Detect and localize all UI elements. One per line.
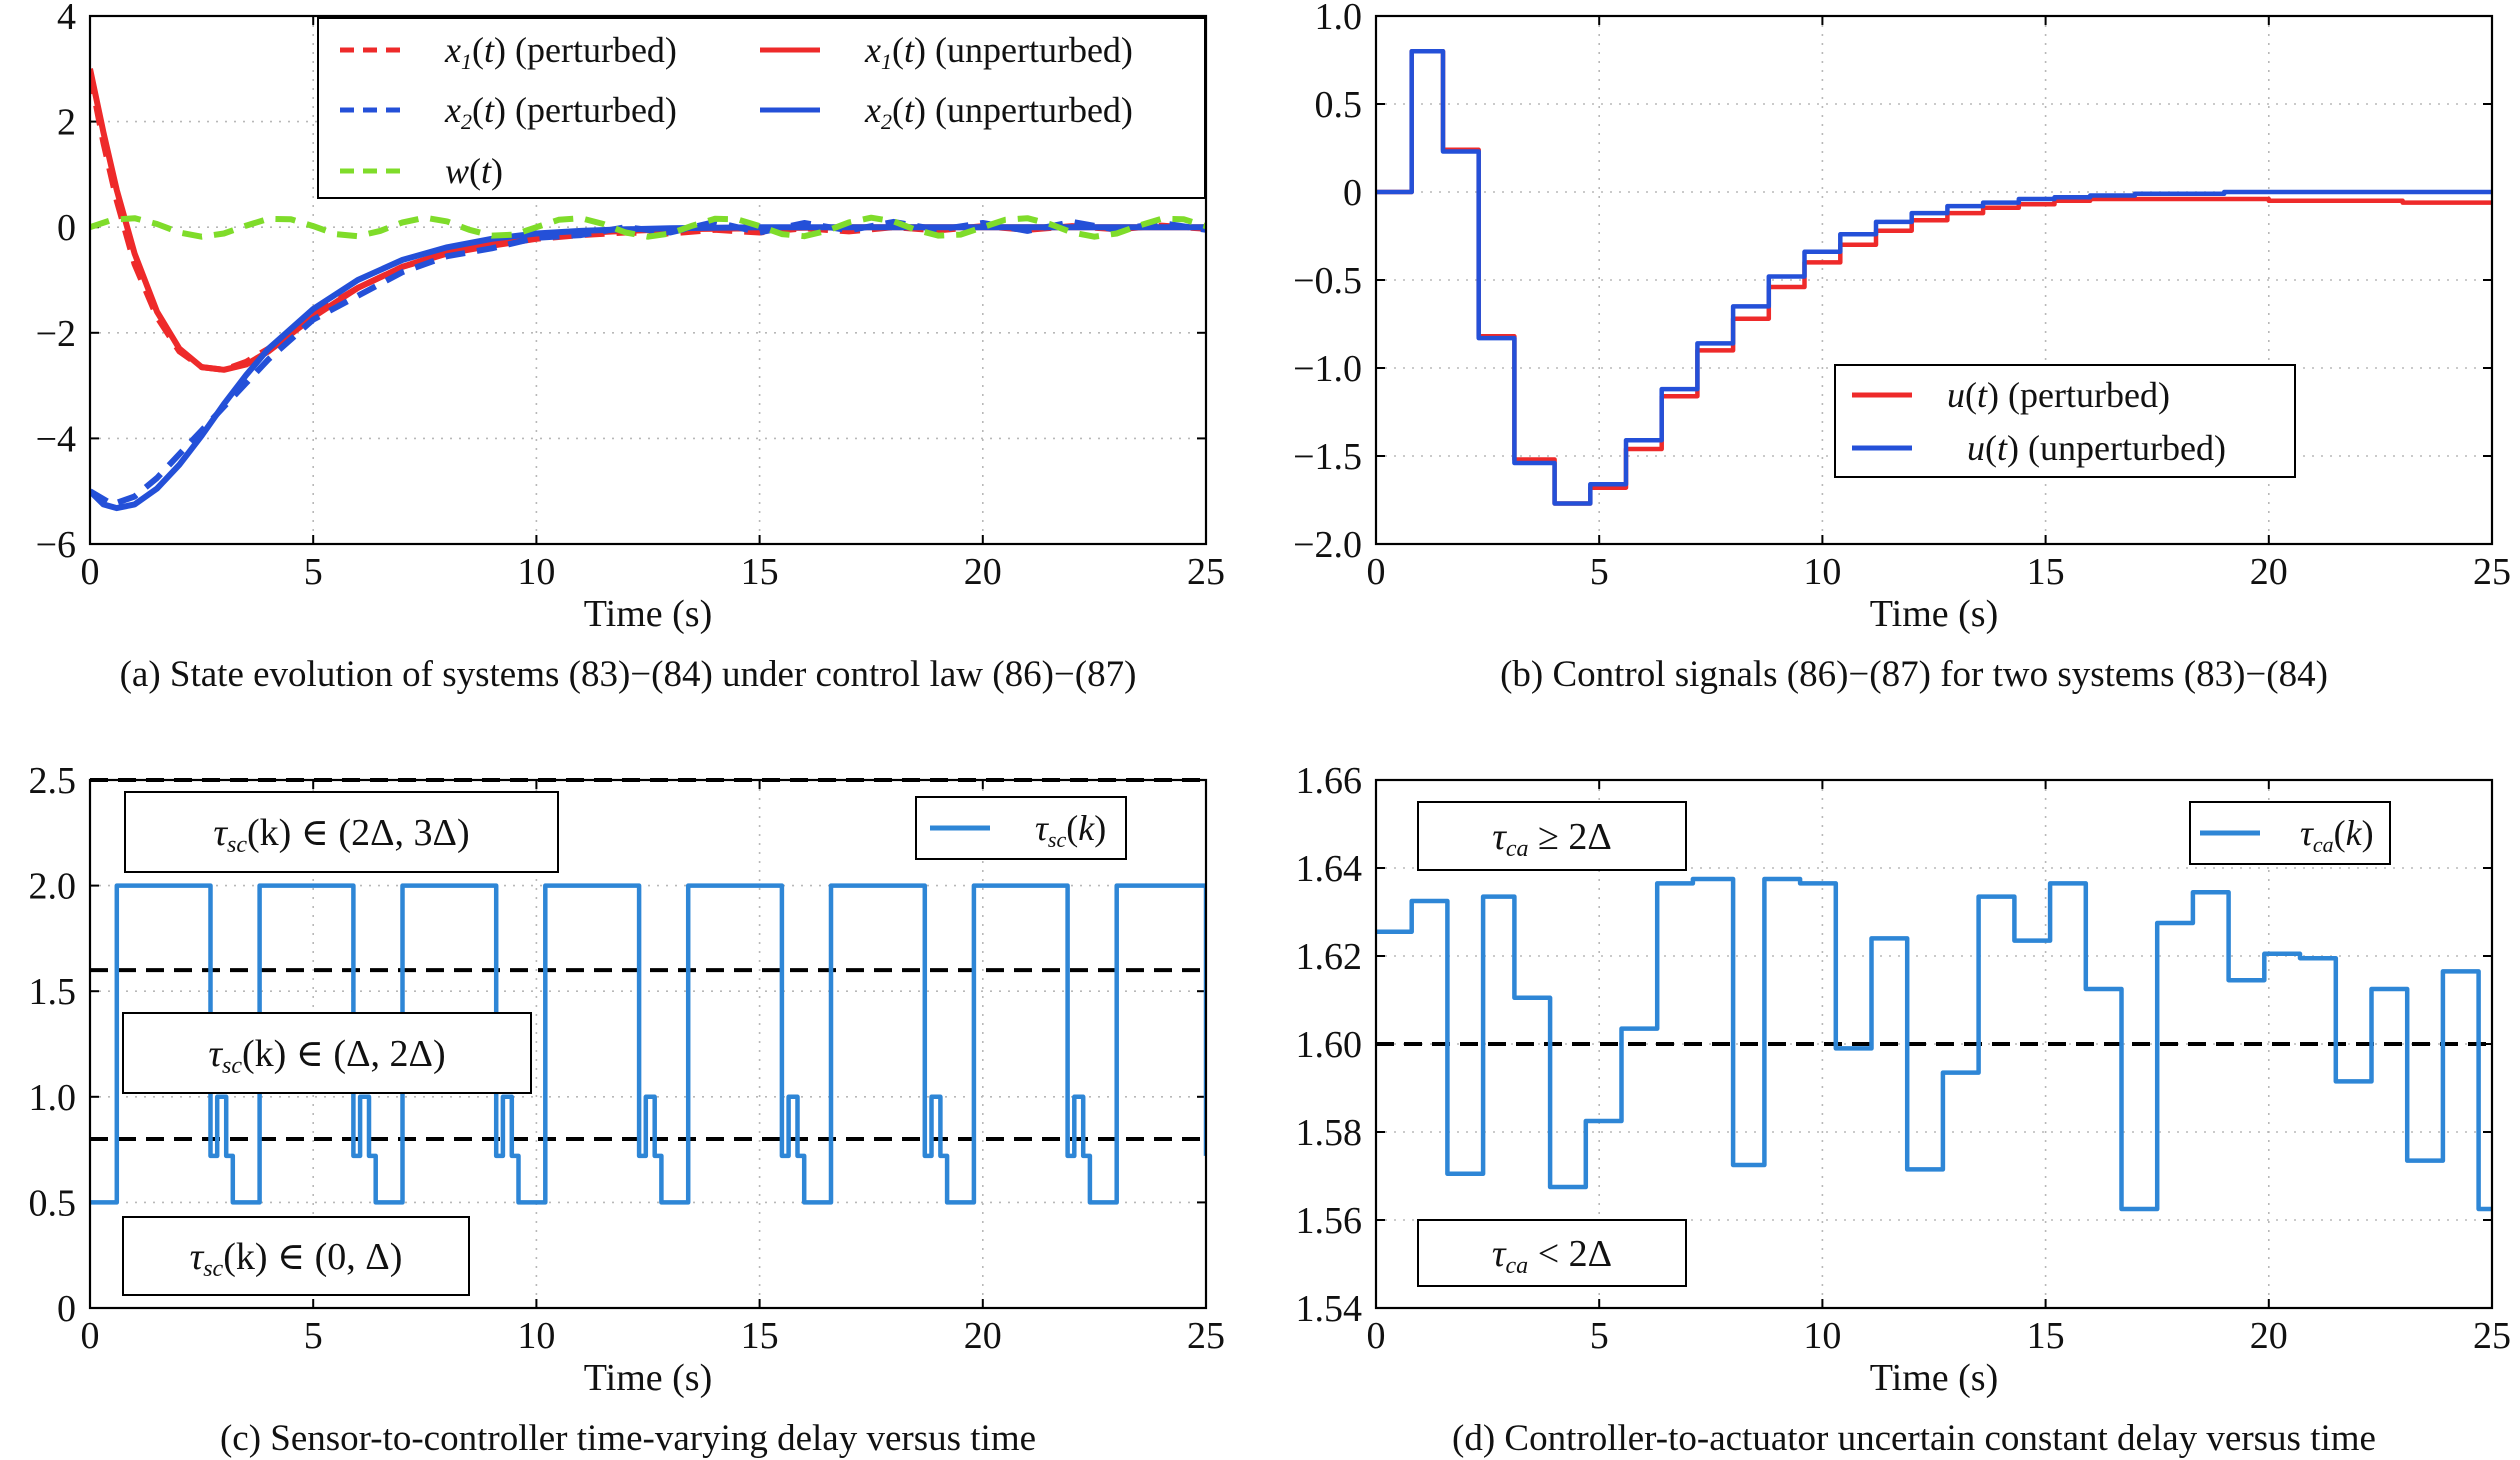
panel-a-state-evolution: 0 5 10 15 20 25 −6 −4 −2 0 2 4 Time (s) (a) State evo… xyxy=(36,0,1225,695)
annotation-label: τca < 2Δ xyxy=(1492,1233,1612,1279)
y-tick-label: −0.5 xyxy=(1293,260,1362,302)
y-tick-label: 1.58 xyxy=(1296,1112,1363,1154)
y-tick-label: 2.5 xyxy=(29,760,77,802)
x-tick-label: 20 xyxy=(964,551,1002,593)
y-tick-label: 0.5 xyxy=(1315,84,1363,126)
x-tick-label: 20 xyxy=(2250,1315,2288,1357)
x-axis-label: Time (s) xyxy=(1870,593,1998,635)
annotation-label: τsc(k) ∈ (Δ, 2Δ) xyxy=(208,1033,445,1079)
y-tick-label: 0 xyxy=(57,1288,76,1330)
x-axis-label: Time (s) xyxy=(584,593,712,635)
x-tick-label: 0 xyxy=(81,1315,100,1357)
x-tick-label: 25 xyxy=(2473,1315,2511,1357)
legend-label: w(t) xyxy=(445,151,503,191)
series-group xyxy=(1376,876,2492,1212)
y-tick-label: 1.0 xyxy=(29,1077,77,1119)
annotation-box xyxy=(124,791,559,873)
x-tick-label: 25 xyxy=(1187,1315,1225,1357)
legend-label: x1(t) (perturbed) xyxy=(444,30,677,74)
series-line-w-t xyxy=(90,214,1206,240)
y-tick-label: 1.5 xyxy=(29,971,77,1013)
x-tick-label: 15 xyxy=(741,1315,779,1357)
legend-label: x1(t) (unperturbed) xyxy=(864,30,1133,74)
y-tick-label: 0 xyxy=(1343,172,1362,214)
annotation-box xyxy=(122,1216,470,1296)
plot-frame xyxy=(88,14,1208,546)
x-tick-label: 20 xyxy=(2250,551,2288,593)
x-tick-label: 0 xyxy=(81,551,100,593)
plot-frame xyxy=(1374,778,2494,1310)
annotation-label: τsc(k) ∈ (2Δ, 3Δ) xyxy=(213,812,469,858)
annotation-box xyxy=(1417,1219,1687,1287)
x-tick-label: 15 xyxy=(2027,1315,2065,1357)
x-axis-label: Time (s) xyxy=(1870,1357,1998,1399)
y-tick-label: −1.0 xyxy=(1293,348,1362,390)
y-tick-label: 0 xyxy=(57,207,76,249)
annotation-box xyxy=(1417,801,1687,871)
x-tick-label: 10 xyxy=(517,1315,555,1357)
y-tick-label: 2 xyxy=(57,102,76,144)
legend-label: x2(t) (perturbed) xyxy=(444,90,677,134)
x-tick-label: 15 xyxy=(741,551,779,593)
annotation-box xyxy=(122,1012,532,1094)
x-tick-label: 15 xyxy=(2027,551,2065,593)
x-tick-label: 5 xyxy=(1590,1315,1609,1357)
panel-c-sensor-delay: 0 5 10 15 20 25 0 0.5 1.0 1.5 2.0 2.5 Time (s) (c) Se… xyxy=(29,760,1226,1459)
legend-box xyxy=(1834,364,2296,478)
panel-caption: (c) Sensor-to-controller time-varying de… xyxy=(220,1418,1036,1459)
series-group xyxy=(90,68,1206,512)
plot-frame xyxy=(88,778,1208,1310)
y-tick-label: 2.0 xyxy=(29,866,77,908)
x-tick-label: 5 xyxy=(304,1315,323,1357)
panel-b-control-signals: 0 5 10 15 20 25 −2.0 −1.5 −1.0 −0.5 0 0.5 1.0 Time (s… xyxy=(1293,0,2511,695)
x-tick-label: 25 xyxy=(1187,551,1225,593)
series-line-x2-t-unperturbed xyxy=(90,224,1206,512)
series-line-τca-k xyxy=(1376,876,2492,1212)
y-tick-label: 1.62 xyxy=(1296,936,1363,978)
panel-caption: (a) State evolution of systems (83)−(84)… xyxy=(120,654,1137,695)
panel-d-actuator-delay: 0 5 10 15 20 25 1.54 1.56 1.58 1.60 1.62 1.64 1.66 Ti… xyxy=(1296,760,2512,1459)
y-tick-label: 1.66 xyxy=(1296,760,1363,802)
y-tick-label: 1.60 xyxy=(1296,1024,1363,1066)
series-group xyxy=(1376,48,2492,506)
x-tick-label: 0 xyxy=(1367,1315,1386,1357)
x-tick-label: 5 xyxy=(304,551,323,593)
legend-label: x2(t) (unperturbed) xyxy=(864,90,1133,134)
x-tick-label: 25 xyxy=(2473,551,2511,593)
series-line-τsc-k xyxy=(90,883,1206,1205)
y-tick-label: −2 xyxy=(36,313,76,355)
y-tick-label: 1.64 xyxy=(1296,848,1363,890)
y-tick-label: −6 xyxy=(36,524,76,566)
plot-frame xyxy=(1374,14,2494,546)
y-tick-label: 0.5 xyxy=(29,1182,77,1224)
y-tick-label: 1.0 xyxy=(1315,0,1363,38)
legend-label: u(t) (perturbed) xyxy=(1947,375,2170,415)
x-tick-label: 0 xyxy=(1367,551,1386,593)
x-tick-label: 20 xyxy=(964,1315,1002,1357)
x-tick-label: 10 xyxy=(1803,551,1841,593)
x-tick-label: 5 xyxy=(1590,551,1609,593)
panel-caption: (d) Controller-to-actuator uncertain con… xyxy=(1452,1418,2376,1459)
panel-caption: (b) Control signals (86)−(87) for two sy… xyxy=(1500,654,2328,695)
annotation-label: τca ≥ 2Δ xyxy=(1492,816,1612,862)
y-tick-label: −4 xyxy=(36,418,76,460)
legend-label: τsc(k) xyxy=(1035,808,1106,852)
legend-label: u(t) (unperturbed) xyxy=(1967,428,2226,468)
legend-label: τca(k) xyxy=(2300,813,2374,857)
series-line-u-t-unperturbed xyxy=(1376,48,2492,506)
x-axis-label: Time (s) xyxy=(584,1357,712,1399)
y-tick-label: 1.56 xyxy=(1296,1200,1363,1242)
series-group xyxy=(90,883,1206,1205)
y-tick-label: −2.0 xyxy=(1293,524,1362,566)
y-tick-label: 4 xyxy=(57,0,76,38)
y-tick-label: 1.54 xyxy=(1296,1288,1363,1330)
x-tick-label: 10 xyxy=(517,551,555,593)
x-tick-label: 10 xyxy=(1803,1315,1841,1357)
annotation-label: τsc(k) ∈ (0, Δ) xyxy=(190,1236,403,1282)
y-tick-label: −1.5 xyxy=(1293,436,1362,478)
